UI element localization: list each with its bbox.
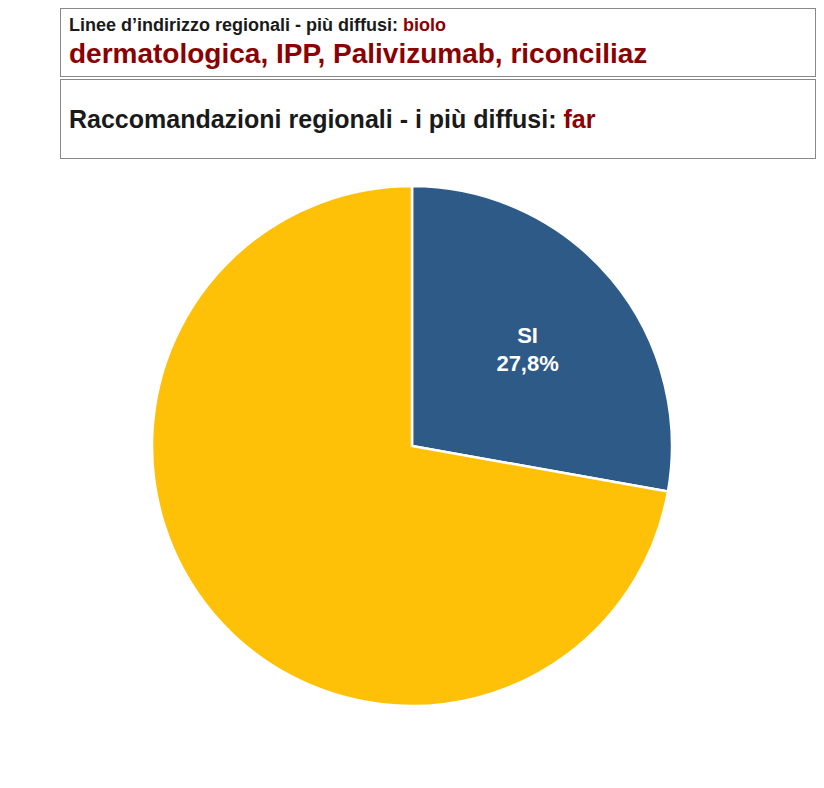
html-text:Raccomandazioni regionali - i: Raccomandazioni regionali - i più diffus…	[69, 105, 596, 134]
svg-text:SI27,8%: SI27,8%	[496, 323, 558, 376]
html-text:dermatologica, IPP, Palivizuma: dermatologica, IPP, Palivizumab, riconci…	[69, 37, 648, 69]
html-text:Linee d’indirizzo regionali -: Linee d’indirizzo regionali - più diffus…	[69, 15, 446, 35]
